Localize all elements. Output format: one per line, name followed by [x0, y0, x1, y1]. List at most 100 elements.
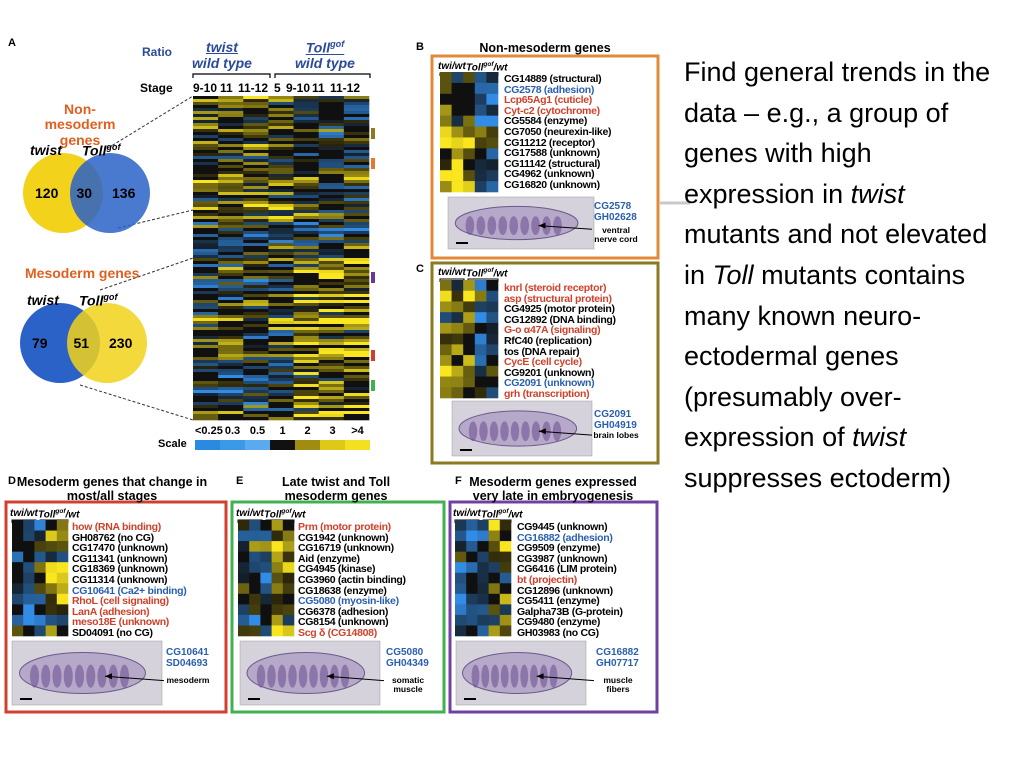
- heatmap-cell: [440, 72, 452, 84]
- heatmap-cell: [260, 604, 272, 616]
- heatmap-cell: [218, 222, 244, 226]
- heatmap-cell: [193, 117, 219, 121]
- scale-swatch: [320, 440, 345, 450]
- heatmap-cell: [243, 246, 269, 250]
- heatmap-cell: [318, 267, 345, 271]
- heatmap-cell: [343, 120, 370, 124]
- heatmap-cell: [193, 228, 219, 232]
- heatmap-cell: [243, 141, 269, 145]
- venn-right-label: Tollgof: [82, 142, 121, 159]
- heatmap-cell: [293, 354, 320, 358]
- heatmap-cell: [218, 201, 244, 205]
- heatmap-cell: [193, 363, 219, 367]
- heatmap-cell: [45, 541, 58, 552]
- heatmap-cell: [218, 153, 244, 157]
- heatmap-cell: [318, 288, 345, 292]
- heatmap-cell: [243, 159, 269, 163]
- heatmap-cell: [318, 306, 345, 310]
- summary-segment: Find general trends in the data – e.g., …: [684, 57, 991, 209]
- heatmap-cell: [293, 357, 320, 361]
- heatmap-cell: [218, 378, 244, 382]
- heatmap-cell: [243, 138, 269, 142]
- heatmap-cell: [318, 225, 345, 229]
- heatmap-cell: [218, 312, 244, 316]
- heatmap-cell: [318, 162, 345, 166]
- heatmap-cell: [193, 345, 219, 349]
- heatmap-cell: [318, 351, 345, 355]
- heatmap-cell: [193, 408, 219, 412]
- heatmap-cell: [218, 114, 244, 118]
- heatmap-cell: [193, 204, 219, 208]
- heatmap-cell: [193, 402, 219, 406]
- heatmap-cell: [268, 192, 294, 196]
- heatmap-cell: [318, 222, 345, 226]
- heatmap-cell: [268, 162, 294, 166]
- heatmap-cell: [474, 344, 487, 356]
- heatmap-cell: [451, 376, 464, 388]
- gene-label: Lcp65Ag1 (cuticle): [504, 94, 592, 107]
- heatmap-cell: [318, 309, 345, 313]
- heatmap-cell: [243, 156, 269, 160]
- heatmap-cell: [282, 562, 295, 574]
- heatmap-cell: [343, 105, 370, 109]
- connector: [99, 257, 194, 291]
- heatmap-cell: [293, 258, 320, 262]
- heatmap-cell: [268, 291, 294, 295]
- column-header-tail: /wt: [493, 62, 508, 74]
- heatmap-cell: [193, 237, 219, 241]
- heatmap-cell: [218, 180, 244, 184]
- heatmap-cell: [477, 614, 489, 626]
- heatmap-cell: [218, 270, 244, 274]
- heatmap-cell: [318, 153, 345, 157]
- heatmap-cell: [293, 228, 320, 232]
- heatmap-cell: [343, 282, 370, 286]
- group-name: twist: [206, 39, 238, 55]
- heatmap-cell: [477, 520, 489, 531]
- heatmap-cell: [193, 261, 219, 265]
- heatmap-cell: [193, 360, 219, 364]
- heatmap-cell: [318, 294, 345, 298]
- heatmap-cell: [218, 132, 244, 136]
- pointer-arrow: [536, 675, 595, 682]
- heatmap-cell: [238, 520, 250, 531]
- heatmap-cell: [218, 198, 244, 202]
- scale-tick: 3: [329, 425, 336, 437]
- heatmap-cell: [243, 99, 269, 103]
- heatmap-cell: [318, 381, 345, 385]
- embryo-stain: [520, 664, 529, 688]
- heatmap-cell: [343, 189, 370, 193]
- heatmap-cell: [268, 129, 294, 133]
- heatmap-cell: [243, 342, 269, 346]
- heatmap-cell: [243, 117, 269, 121]
- heatmap-cell: [293, 351, 320, 355]
- heatmap-cell: [45, 562, 58, 574]
- heatmap-cell: [218, 396, 244, 400]
- heatmap-cell: [23, 625, 35, 637]
- heatmap-cell: [193, 285, 219, 289]
- heatmap-cell: [271, 593, 284, 605]
- heatmap-cell: [243, 324, 269, 328]
- gene-label: CG3960 (actin binding): [298, 574, 406, 586]
- heatmap-cell: [293, 330, 320, 334]
- heatmap-cell: [343, 333, 370, 337]
- heatmap-cell: [440, 376, 452, 388]
- heatmap-cell: [260, 541, 272, 552]
- heatmap-cell: [193, 201, 219, 205]
- heatmap-cell: [318, 120, 345, 124]
- heatmap-cell: [474, 148, 487, 160]
- clone-id: GH04349: [386, 658, 429, 669]
- heatmap-cell: [343, 318, 370, 322]
- heatmap-cell: [218, 165, 244, 169]
- gene-label: SD04091 (no CG): [72, 627, 153, 639]
- heatmap-cell: [343, 399, 370, 403]
- cluster-marker: [371, 350, 375, 361]
- heatmap-cell: [268, 342, 294, 346]
- heatmap-cell: [193, 405, 219, 409]
- heatmap-cell: [243, 108, 269, 112]
- heatmap-cell: [243, 309, 269, 313]
- gene-label: CG16820 (unknown): [504, 179, 600, 191]
- heatmap-cell: [218, 381, 244, 385]
- heatmap-cell: [243, 363, 269, 367]
- heatmap-cell: [218, 210, 244, 214]
- heatmap-cell: [343, 288, 370, 292]
